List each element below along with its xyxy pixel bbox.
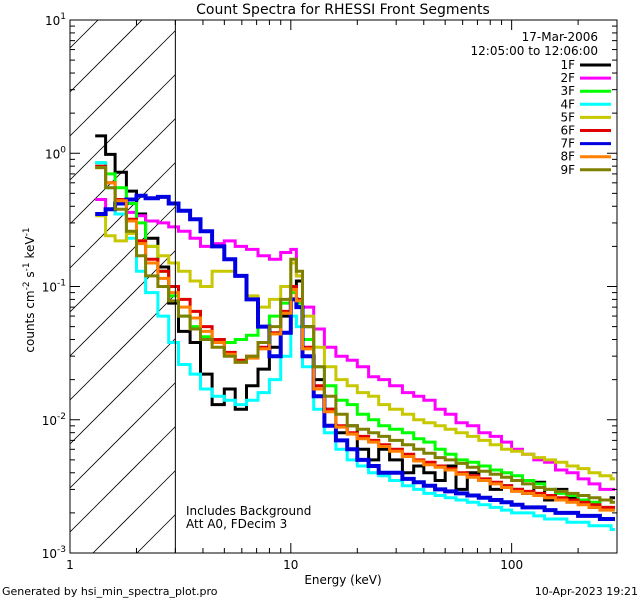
plot-frame: [69, 19, 618, 554]
x-tick-label: 100: [500, 558, 523, 572]
legend-label-1f: 1F: [560, 58, 575, 72]
x-tick-label: 1: [66, 558, 74, 572]
x-tick-label: 10: [283, 558, 298, 572]
axis-ticks: [69, 19, 618, 554]
legend-label-2f: 2F: [560, 71, 575, 85]
series-line-4f: [95, 161, 615, 531]
series-line-9f: [95, 166, 615, 504]
series-line-7f: [95, 193, 615, 521]
note-attenuator: Att A0, FDecim 3: [186, 517, 287, 531]
excluded-region-hatch: [70, 20, 176, 553]
y-tick-label: 100: [45, 145, 66, 161]
legend-label-7f: 7F: [560, 137, 575, 151]
y-tick-label: 10-1: [42, 279, 66, 295]
series-line-1f: [95, 134, 615, 509]
footer-timestamp: 10-Apr-2023 19:21: [535, 585, 638, 598]
chart-title: Count Spectra for RHESSI Front Segments: [196, 2, 490, 18]
note-background: Includes Background: [186, 504, 311, 518]
legend-label-5f: 5F: [560, 110, 575, 124]
footer-generated-by: Generated by hsi_min_spectra_plot.pro: [2, 585, 218, 598]
legend-label-8f: 8F: [560, 150, 575, 164]
legend-label-3f: 3F: [560, 84, 575, 98]
legend-label-6f: 6F: [560, 124, 575, 138]
y-tick-label: 10-2: [42, 412, 66, 428]
series-line-5f: [95, 214, 615, 481]
series-line-2f: [95, 198, 615, 491]
y-axis-label: counts cm-2 s-1 keV-1: [22, 227, 37, 352]
time-range-label: 12:05:00 to 12:06:00: [471, 44, 598, 58]
legend-label-9f: 9F: [560, 163, 575, 177]
date-label: 17-Mar-2006: [522, 30, 598, 44]
y-tick-label: 10-3: [42, 545, 66, 561]
y-tick-label: 101: [45, 12, 66, 28]
legend-label-4f: 4F: [560, 97, 575, 111]
x-axis-label: Energy (keV): [304, 573, 381, 587]
